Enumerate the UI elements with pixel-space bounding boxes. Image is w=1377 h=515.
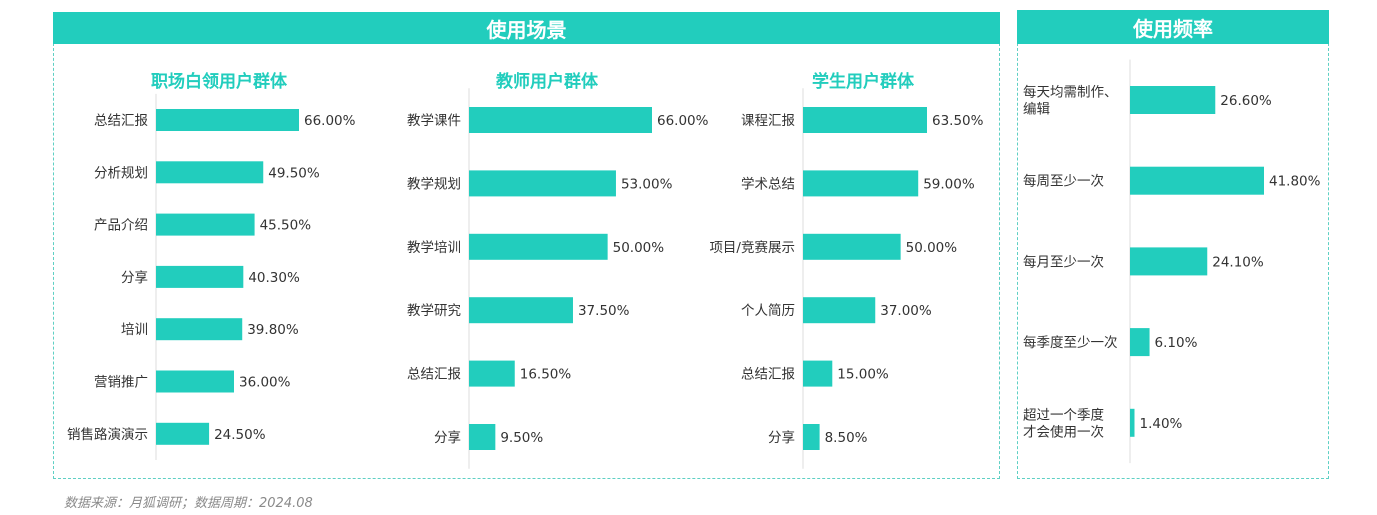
category-label: 教学课件 (407, 113, 461, 129)
category-label: 每季度至少一次 (1023, 335, 1118, 351)
bar (469, 297, 573, 324)
category-label: 教学培训 (407, 240, 461, 256)
category-label: 总结汇报 (741, 367, 795, 383)
bar (803, 233, 901, 260)
category-label: 课程汇报 (741, 113, 795, 129)
data-label: 66.00% (657, 113, 709, 129)
bar (156, 213, 255, 236)
category-label: 学术总结 (741, 176, 795, 192)
data-label: 15.00% (837, 367, 889, 383)
scene-panel (53, 43, 1000, 479)
bar (156, 422, 210, 445)
bar (156, 265, 244, 288)
data-label: 24.10% (1212, 254, 1264, 270)
data-label: 16.50% (520, 367, 572, 383)
data-label: 9.50% (500, 430, 543, 446)
bar (803, 424, 820, 450)
chart-title: 教师用户群体 (495, 71, 599, 92)
bar (156, 109, 299, 131)
category-label: 教学研究 (407, 303, 461, 319)
data-label: 37.00% (880, 303, 932, 319)
data-label: 63.50% (932, 113, 984, 129)
data-label: 37.50% (578, 303, 630, 319)
category-label: 才会使用一次 (1023, 423, 1104, 440)
bar (803, 107, 927, 133)
data-label: 41.80% (1269, 174, 1321, 190)
frequency-header: 使用频率 (1017, 10, 1329, 44)
category-label: 教学规划 (407, 176, 461, 192)
bar (156, 318, 243, 341)
data-label: 66.00% (304, 113, 356, 129)
category-label: 编辑 (1023, 102, 1050, 118)
bar (469, 424, 496, 450)
data-label: 45.50% (260, 218, 312, 234)
category-label: 分享 (434, 429, 461, 446)
bar (469, 233, 608, 260)
bar (156, 370, 234, 393)
bar (803, 360, 833, 387)
data-label: 36.00% (239, 375, 291, 391)
data-label: 26.60% (1220, 93, 1272, 109)
category-label: 超过一个季度 (1023, 407, 1104, 423)
bar (1130, 247, 1208, 276)
category-label: 营销推广 (94, 375, 148, 391)
chart-title: 学生用户群体 (812, 71, 915, 92)
bar (469, 107, 652, 133)
bar (1130, 328, 1150, 357)
bar (469, 170, 616, 197)
data-label: 50.00% (906, 240, 958, 256)
category-label: 总结汇报 (407, 367, 461, 383)
category-label: 每天均需制作、 (1023, 85, 1118, 101)
data-label: 1.40% (1139, 416, 1182, 432)
data-label: 6.10% (1155, 335, 1198, 351)
data-label: 39.80% (247, 322, 299, 338)
data-source-note: 数据来源：月狐调研；数据周期：2024.08 (64, 496, 313, 511)
bar (1130, 166, 1264, 195)
category-label: 每月至少一次 (1023, 254, 1104, 270)
category-label: 培训 (121, 322, 148, 338)
bar (1130, 86, 1216, 114)
category-label: 个人简历 (741, 302, 795, 319)
category-label: 分享 (768, 429, 795, 446)
category-label: 销售路演演示 (67, 427, 148, 443)
data-label: 24.50% (214, 427, 266, 443)
bar (469, 360, 515, 387)
category-label: 分享 (121, 269, 148, 286)
bar (803, 170, 919, 197)
data-label: 53.00% (621, 176, 673, 192)
data-label: 49.50% (268, 165, 320, 181)
frequency-panel (1017, 43, 1329, 479)
bar (803, 297, 876, 324)
data-label: 40.30% (248, 270, 300, 286)
data-label: 8.50% (825, 430, 868, 446)
category-label: 项目/竞赛展示 (709, 239, 795, 256)
chart-title: 职场白领用户群体 (151, 71, 288, 92)
category-label: 产品介绍 (94, 218, 148, 234)
category-label: 每周至少一次 (1023, 174, 1104, 190)
data-label: 50.00% (613, 240, 665, 256)
data-label: 59.00% (923, 176, 975, 192)
category-label: 分析规划 (94, 165, 148, 181)
bar (156, 161, 264, 184)
scene-header: 使用场景 (53, 12, 1000, 44)
category-label: 总结汇报 (94, 113, 148, 129)
bar (1130, 408, 1135, 437)
